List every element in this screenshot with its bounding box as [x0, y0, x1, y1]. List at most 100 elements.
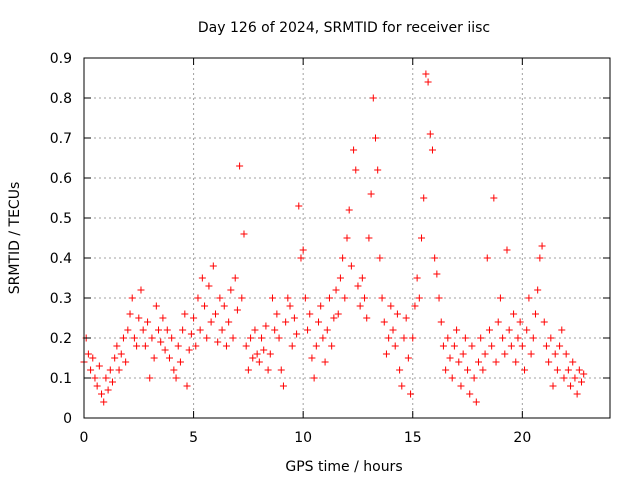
data-point	[542, 342, 550, 350]
data-point	[179, 326, 187, 334]
data-point	[268, 294, 276, 302]
data-point	[306, 310, 314, 318]
data-point	[575, 366, 583, 374]
data-point	[450, 342, 458, 350]
data-point	[198, 274, 206, 282]
data-point	[113, 342, 121, 350]
data-point	[288, 342, 296, 350]
data-point	[115, 366, 123, 374]
data-point	[284, 294, 292, 302]
x-tick-label: 0	[80, 430, 89, 446]
data-point	[282, 318, 290, 326]
data-point	[319, 334, 327, 342]
data-point	[192, 342, 200, 350]
data-point	[225, 318, 233, 326]
data-point	[505, 326, 513, 334]
data-point	[578, 378, 586, 386]
data-point	[172, 374, 180, 382]
data-point	[98, 390, 106, 398]
data-point	[536, 254, 544, 262]
data-point	[91, 374, 99, 382]
data-point	[521, 366, 529, 374]
data-point	[260, 346, 268, 354]
data-point	[374, 166, 382, 174]
data-point	[95, 362, 103, 370]
data-point	[301, 294, 309, 302]
data-point	[332, 286, 340, 294]
data-point	[345, 206, 353, 214]
data-point	[435, 294, 443, 302]
data-point	[187, 330, 195, 338]
data-point	[253, 350, 261, 358]
data-point	[354, 282, 362, 290]
data-point	[207, 318, 215, 326]
x-axis-label: GPS time / hours	[285, 459, 402, 475]
data-point	[104, 386, 112, 394]
data-point	[229, 334, 237, 342]
data-point	[203, 334, 211, 342]
axis-ticks: 0 0.1 0.2 0.3 0.4 0.5 0.6 0.7 0.8 0.9 0 5 10 15 20	[50, 51, 610, 446]
data-point	[111, 354, 119, 362]
data-point	[396, 366, 404, 374]
data-point	[415, 294, 423, 302]
data-point	[562, 350, 570, 358]
data-point	[339, 254, 347, 262]
data-point	[525, 294, 533, 302]
data-point	[275, 334, 283, 342]
data-point	[556, 342, 564, 350]
data-point	[242, 342, 250, 350]
data-point	[540, 318, 548, 326]
data-point	[564, 366, 572, 374]
data-point	[231, 274, 239, 282]
data-point	[365, 234, 373, 242]
data-point	[220, 302, 228, 310]
y-tick-label: 0.9	[50, 51, 72, 67]
chart-title: Day 126 of 2024, SRMTID for receiver iis…	[198, 20, 490, 36]
data-point	[148, 334, 156, 342]
data-point	[571, 374, 579, 382]
data-point	[367, 190, 375, 198]
data-point	[341, 294, 349, 302]
data-point	[369, 94, 377, 102]
data-point	[439, 342, 447, 350]
data-point	[336, 274, 344, 282]
data-point	[222, 342, 230, 350]
data-point	[128, 294, 136, 302]
y-tick-label: 0.7	[50, 131, 72, 147]
data-point	[84, 350, 92, 358]
data-point	[352, 166, 360, 174]
data-point	[205, 282, 213, 290]
data-point	[321, 358, 329, 366]
data-point	[310, 374, 318, 382]
data-point	[214, 338, 222, 346]
data-point	[264, 366, 272, 374]
data-point	[233, 306, 241, 314]
data-point	[312, 342, 320, 350]
data-point	[389, 326, 397, 334]
data-point	[286, 302, 294, 310]
data-point	[168, 334, 176, 342]
data-point	[547, 334, 555, 342]
data-point	[218, 326, 226, 334]
data-point	[446, 354, 454, 362]
data-point	[347, 262, 355, 270]
data-point	[317, 302, 325, 310]
data-point	[514, 334, 522, 342]
data-point	[501, 350, 509, 358]
data-point	[407, 390, 415, 398]
x-tick-label: 15	[404, 430, 422, 446]
data-point	[385, 334, 393, 342]
data-point	[89, 354, 97, 362]
y-axis-label: SRMTID / TECUs	[7, 182, 23, 295]
data-point	[466, 390, 474, 398]
data-point	[106, 366, 114, 374]
data-point	[356, 302, 364, 310]
data-point	[152, 302, 160, 310]
data-point	[236, 162, 244, 170]
data-point	[545, 358, 553, 366]
data-point	[371, 134, 379, 142]
data-point	[135, 314, 143, 322]
data-point	[404, 354, 412, 362]
